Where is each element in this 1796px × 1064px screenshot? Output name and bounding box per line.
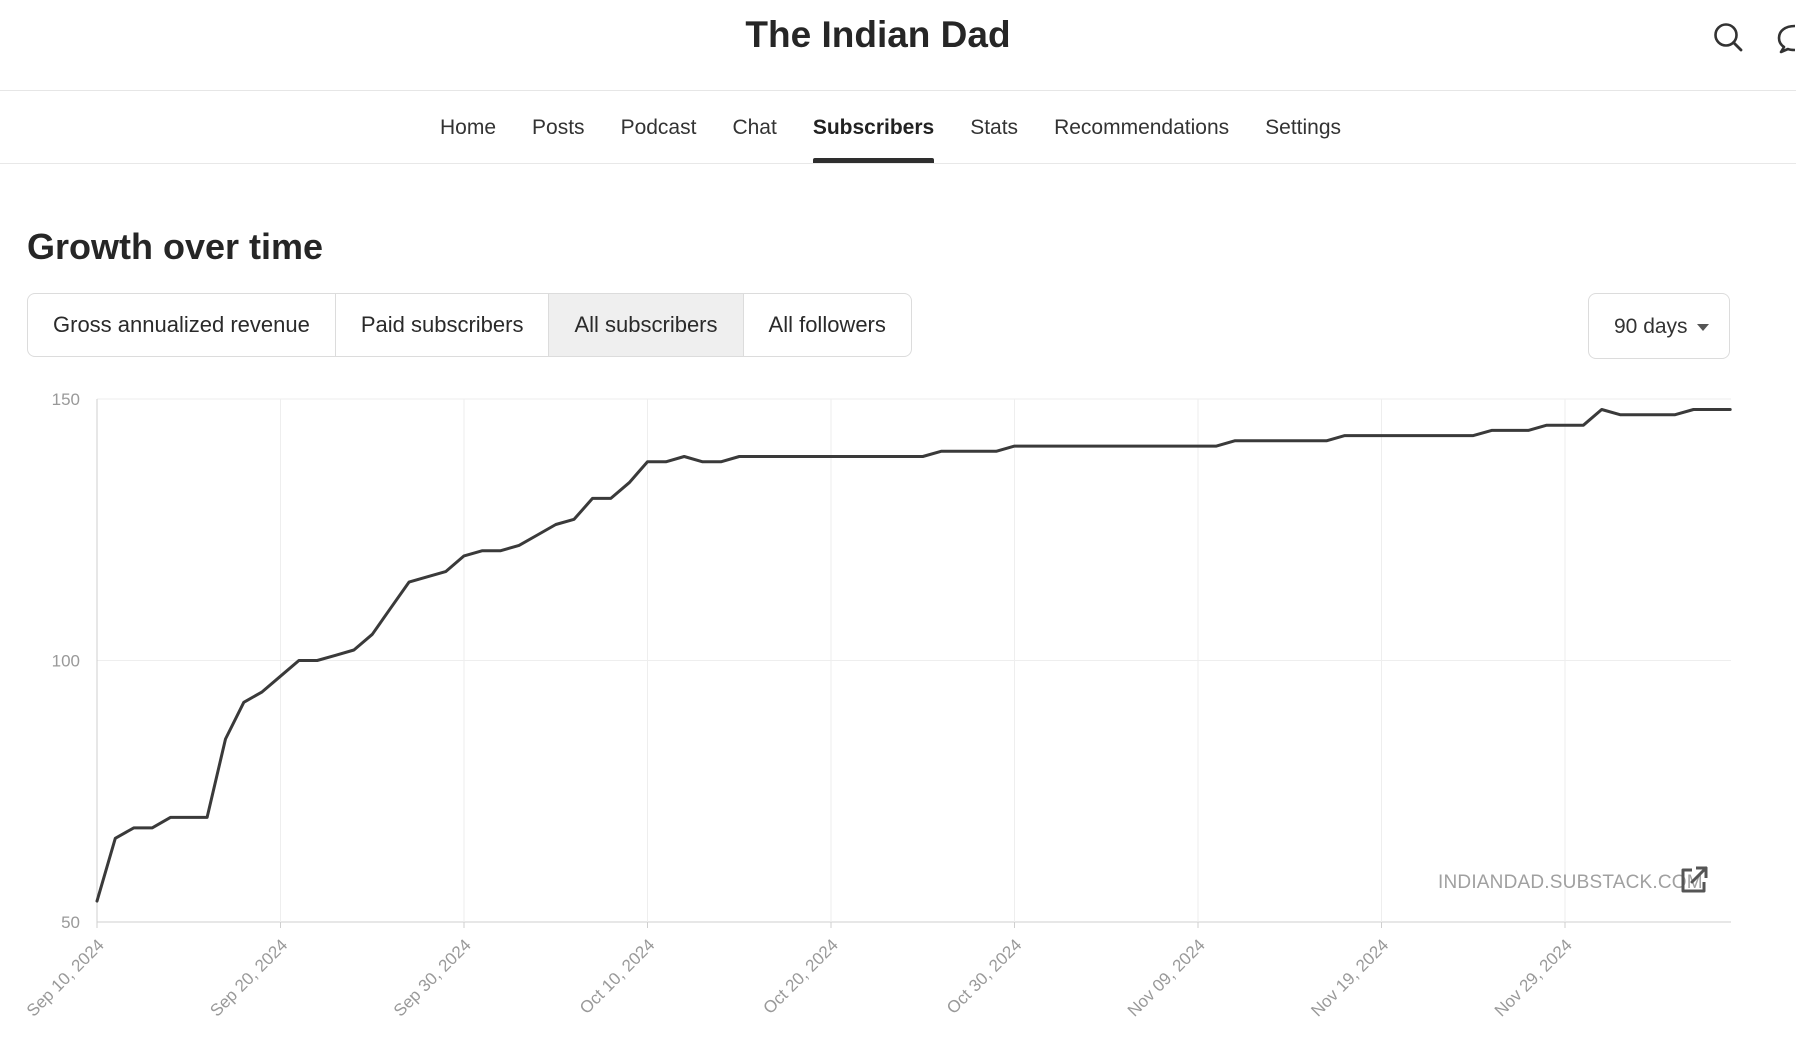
chat-bubble-icon[interactable]	[1775, 20, 1796, 56]
main-nav: Home Posts Podcast Chat Subscribers Stat…	[0, 91, 1796, 164]
search-icon[interactable]	[1711, 20, 1747, 56]
nav-item-settings[interactable]: Settings	[1265, 116, 1342, 139]
x-tick-label: Sep 20, 2024	[206, 935, 291, 1020]
range-label: 90 days	[1614, 315, 1688, 338]
chart-svg: 50 100 150 Sep 10, 2024 Sep 20, 2024 Sep 30, …	[23, 390, 1732, 1020]
y-tick-label: 50	[61, 913, 80, 932]
tab-paid-subscribers[interactable]: Paid subscribers	[336, 294, 550, 356]
x-tick-label: Nov 09, 2024	[1124, 935, 1209, 1020]
x-tick-label: Nov 19, 2024	[1307, 935, 1392, 1020]
tab-gross-annualized-revenue[interactable]: Gross annualized revenue	[28, 294, 336, 356]
nav-item-subscribers[interactable]: Subscribers	[812, 91, 935, 163]
x-tick-label: Oct 10, 2024	[576, 935, 658, 1017]
caret-down-icon	[1697, 324, 1709, 331]
nav-item-stats[interactable]: Stats	[970, 116, 1019, 139]
nav-item-podcast[interactable]: Podcast	[620, 116, 697, 139]
tab-all-subscribers[interactable]: All subscribers	[549, 294, 744, 356]
top-bar: The Indian Dad	[0, 0, 1796, 91]
range-dropdown[interactable]: 90 days	[1588, 293, 1730, 359]
x-tick-label: Oct 30, 2024	[943, 935, 1025, 1017]
x-tick-label: Oct 20, 2024	[760, 935, 842, 1017]
nav-item-home[interactable]: Home	[440, 116, 497, 139]
series-line	[95, 408, 1732, 903]
nav-item-posts[interactable]: Posts	[532, 116, 585, 139]
x-tick-label: Sep 30, 2024	[390, 935, 475, 1020]
external-link-icon[interactable]	[1678, 864, 1710, 896]
y-tick-label: 150	[52, 390, 80, 409]
tab-all-followers[interactable]: All followers	[768, 312, 886, 337]
watermark-text[interactable]: INDIANDAD.SUBSTACK.COM	[1438, 872, 1703, 893]
y-tick-label: 100	[52, 652, 80, 671]
growth-chart: 50 100 150 Sep 10, 2024 Sep 20, 2024 Sep 30, …	[0, 370, 1796, 1064]
metric-tabs: Gross annualized revenue Paid subscriber…	[27, 293, 912, 357]
x-tick-label: Sep 10, 2024	[23, 935, 108, 1020]
publication-title[interactable]: The Indian Dad	[745, 14, 1011, 55]
section-title: Growth over time	[27, 226, 324, 267]
nav-item-chat[interactable]: Chat	[732, 116, 777, 139]
nav-item-recommendations[interactable]: Recommendations	[1054, 116, 1230, 139]
x-tick-label: Nov 29, 2024	[1491, 935, 1576, 1020]
